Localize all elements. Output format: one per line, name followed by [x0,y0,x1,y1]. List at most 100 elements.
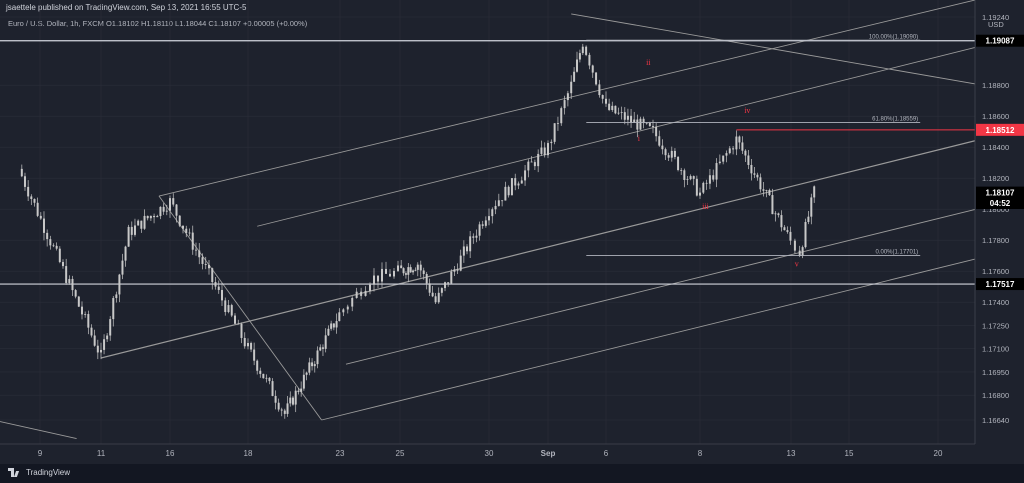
candle [27,186,30,197]
candle [431,292,434,297]
candle [400,265,403,269]
price-badge-label: 1.17517 [986,280,1015,289]
candle [702,182,705,193]
candle [524,170,527,181]
candle [250,343,253,350]
candle [581,46,584,54]
candle [300,388,303,392]
price-badge-label: 04:52 [990,199,1011,208]
candle [185,228,188,233]
candle [118,274,121,295]
candle [49,239,52,246]
candle [133,225,136,235]
x-tick-label: 8 [698,449,703,458]
candle [100,349,102,353]
candle [162,206,165,212]
candle [658,136,661,146]
candle [377,275,379,282]
candle [450,271,453,284]
candle [355,291,358,298]
candle [175,204,178,216]
candle [484,220,487,226]
candle [234,315,236,324]
price-chart[interactable]: 100.00%(1.19090) 61.80%(1.18559) 0.00%(1.1… [0,0,1024,464]
candle [39,215,42,219]
wave-label-i: i [638,134,641,143]
candle [58,248,61,263]
candle [708,175,711,184]
candle [259,370,262,374]
candle [338,312,341,322]
candle [440,288,443,293]
candle [277,402,280,410]
falling-line-lower [0,421,77,440]
candle [735,136,738,150]
candle [253,349,256,361]
candle [605,98,607,104]
candle [169,198,171,211]
candle [109,319,112,336]
y-tick-label: 1.17800 [982,236,1009,245]
candle [756,174,759,178]
candle [106,335,109,340]
x-tick-label: 11 [97,449,106,458]
candle [211,268,214,283]
channel-lines [0,0,1010,440]
candle [268,377,271,382]
candle [217,286,220,290]
y-tick-label: 1.18600 [982,112,1009,121]
candle [585,46,588,55]
candle [591,65,594,73]
candle [297,390,300,392]
candle [611,105,614,110]
candle [673,150,676,157]
candle [504,186,507,201]
candle [93,335,96,346]
tradingview-logo-icon [8,468,22,477]
candle [677,156,680,171]
candle [798,250,801,256]
candle [156,216,159,218]
candle [705,182,708,184]
candle [437,292,440,303]
candle [728,148,731,154]
candle [699,192,701,196]
symbol-ohlc-legend[interactable]: Euro / U.S. Dollar, 1h, FXCM O1.18102 H1… [8,19,308,28]
x-tick-label: 9 [38,449,43,458]
candle [722,155,725,162]
candle [274,395,277,403]
candle [686,179,689,180]
upper-channel-line [158,0,978,197]
footer-bar: TradingView [0,464,1024,483]
candle [74,290,77,297]
candle [230,305,233,316]
candle [670,150,673,158]
candle [256,360,259,371]
candle [121,260,124,275]
candle [271,381,274,396]
candle [617,112,620,114]
fib-level-label: 61.80%(1.18559) [872,117,918,123]
candle [466,246,469,252]
candle [655,126,658,137]
candle [491,209,494,217]
candle [472,236,475,238]
candle [626,115,629,120]
candle [280,409,283,411]
candle [204,263,207,265]
candle [692,176,695,179]
candle [42,218,45,233]
candle [453,269,456,272]
candle [718,161,721,164]
candle [409,267,412,273]
candle [783,227,786,231]
tradingview-logo[interactable]: TradingView [8,468,70,477]
price-badge-label: 1.19087 [986,37,1015,46]
y-axis-unit: USD [988,20,1004,29]
candle [807,216,810,222]
candle [774,213,777,215]
candle [614,105,617,114]
candle [620,112,623,113]
descending-line [158,195,322,421]
y-tick-label: 1.16950 [982,368,1009,377]
